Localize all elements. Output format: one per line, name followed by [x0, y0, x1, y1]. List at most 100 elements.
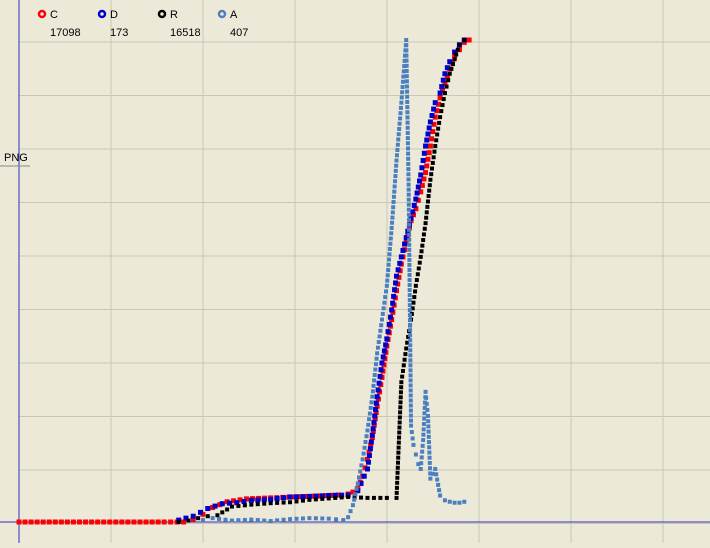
- data-point: [406, 161, 411, 166]
- data-point: [436, 482, 441, 487]
- data-point: [404, 68, 409, 73]
- data-point: [364, 434, 369, 439]
- data-point: [406, 151, 411, 156]
- data-point: [407, 298, 412, 303]
- data-point: [371, 383, 376, 388]
- data-point: [363, 439, 368, 444]
- data-point: [397, 420, 402, 425]
- data-point: [419, 165, 425, 171]
- data-point: [450, 62, 455, 67]
- data-point: [388, 236, 393, 241]
- data-point: [440, 77, 446, 83]
- data-point: [434, 472, 439, 477]
- data-point: [449, 66, 454, 71]
- data-point: [452, 54, 458, 60]
- data-point: [419, 455, 424, 460]
- data-point: [394, 158, 399, 163]
- data-point: [367, 446, 373, 452]
- data-point: [397, 121, 402, 126]
- data-point: [205, 506, 211, 512]
- data-point: [427, 466, 432, 471]
- data-point: [407, 257, 412, 262]
- data-point: [427, 119, 433, 125]
- data-point: [58, 519, 64, 525]
- data-point: [320, 496, 325, 501]
- data-point: [421, 176, 427, 182]
- data-point: [393, 280, 399, 286]
- data-point: [457, 500, 462, 505]
- data-point: [358, 469, 363, 474]
- legend-label: A: [230, 9, 238, 21]
- data-point: [427, 445, 432, 450]
- data-point: [395, 465, 400, 470]
- data-point: [395, 480, 400, 485]
- data-point: [421, 421, 426, 426]
- data-point: [219, 501, 225, 507]
- data-point: [414, 278, 419, 283]
- data-point: [394, 153, 399, 158]
- data-point: [404, 74, 409, 79]
- data-point: [442, 498, 447, 503]
- data-point: [431, 121, 437, 127]
- data-point: [176, 520, 181, 524]
- data-point: [427, 460, 432, 465]
- data-point: [408, 418, 413, 423]
- data-point: [432, 114, 438, 120]
- data-point: [411, 442, 416, 447]
- data-point: [326, 496, 331, 501]
- data-point: [455, 47, 460, 52]
- data-point: [462, 499, 467, 504]
- data-point: [234, 500, 240, 506]
- data-point: [421, 438, 426, 443]
- data-point: [399, 380, 404, 385]
- data-point: [384, 495, 389, 500]
- data-point: [400, 247, 406, 253]
- data-point: [385, 273, 390, 278]
- data-point: [438, 115, 443, 120]
- data-point: [190, 513, 196, 519]
- data-point: [190, 516, 196, 522]
- data-point: [22, 519, 28, 525]
- data-point: [205, 514, 210, 519]
- data-point: [293, 494, 299, 500]
- data-point: [398, 400, 403, 405]
- data-point: [423, 221, 428, 226]
- data-point: [395, 147, 400, 152]
- data-point: [405, 120, 410, 125]
- legend-marker: [157, 9, 167, 19]
- data-point: [392, 184, 397, 189]
- data-point: [425, 204, 430, 209]
- data-point: [408, 393, 413, 398]
- data-point: [430, 129, 436, 135]
- data-point: [404, 79, 409, 84]
- data-point: [408, 338, 413, 343]
- legend-label: C: [50, 9, 58, 21]
- data-point: [437, 95, 443, 101]
- data-point: [396, 455, 401, 460]
- data-point: [407, 232, 412, 237]
- data-point: [404, 38, 409, 42]
- data-point: [398, 116, 403, 121]
- data-point: [398, 105, 403, 110]
- data-point: [281, 517, 286, 522]
- data-point: [255, 502, 260, 507]
- data-point: [430, 160, 435, 165]
- data-point: [288, 517, 293, 522]
- data-point: [405, 105, 410, 110]
- data-point: [350, 489, 356, 495]
- data-point: [405, 110, 410, 115]
- data-point: [313, 493, 319, 499]
- data-point: [416, 266, 421, 271]
- data-point: [372, 378, 377, 383]
- data-point: [413, 452, 418, 457]
- data-point: [300, 498, 305, 503]
- data-point: [89, 519, 95, 525]
- data-point: [392, 189, 397, 194]
- data-point: [402, 357, 407, 362]
- data-point: [410, 209, 416, 215]
- data-point: [422, 405, 427, 410]
- data-point: [430, 166, 435, 171]
- data-point: [319, 493, 325, 499]
- data-point: [372, 416, 378, 422]
- data-point: [372, 413, 378, 419]
